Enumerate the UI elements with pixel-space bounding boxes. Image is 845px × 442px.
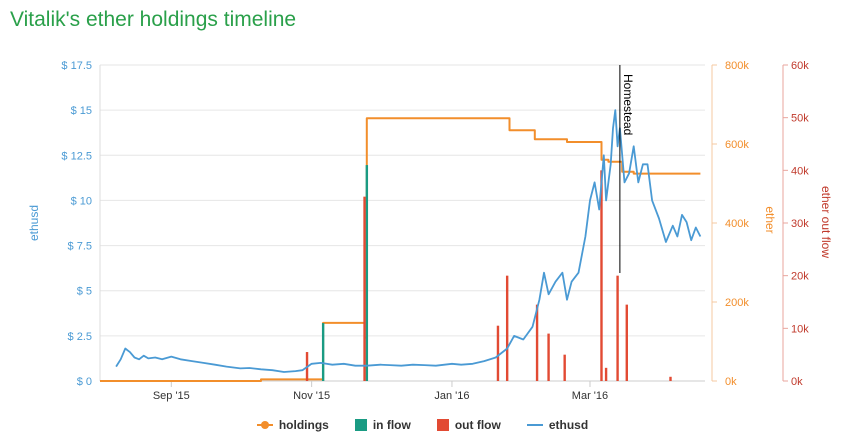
y-tick-label-ethusd: $ 0	[77, 376, 92, 388]
x-tick-label: Mar '16	[572, 390, 608, 402]
y-tick-label-ethusd: $ 12.5	[61, 150, 92, 162]
bar-out-flow	[600, 170, 603, 381]
legend-label-holdings: holdings	[278, 418, 329, 432]
y-tick-label-ether: 800k	[725, 60, 749, 72]
y-tick-label-ethusd: $ 10	[71, 195, 92, 207]
y-tick-label-ether: 0k	[725, 376, 737, 388]
bar-out-flow	[604, 367, 608, 381]
y-tick-label-ether: 200k	[725, 297, 749, 309]
legend-label-in-flow: in flow	[372, 418, 411, 432]
y-tick-label-ethusd: $ 7.5	[68, 241, 92, 253]
legend-label-ethusd: ethusd	[548, 418, 589, 432]
y-tick-label-flow: 60k	[791, 60, 809, 72]
y-tick-label-ethusd: $ 5	[77, 286, 92, 298]
x-tick-label: Nov '15	[293, 390, 330, 402]
y-tick-label-ethusd: $ 17.5	[61, 60, 92, 72]
bar-out-flow	[496, 325, 500, 381]
legend-swatch-ethusd	[526, 424, 543, 426]
y-tick-label-flow: 0k	[791, 376, 803, 388]
legend-item-in-flow[interactable]: in flow	[354, 418, 411, 432]
x-tick-label: Jan '16	[434, 390, 469, 402]
y-tick-label-ethusd: $ 2.5	[68, 331, 92, 343]
y-axis-title-ether: ether	[763, 206, 777, 233]
y-tick-label-flow: 20k	[791, 271, 809, 283]
legend-swatch-in-flow	[354, 419, 367, 431]
y-tick-label-flow: 10k	[791, 323, 809, 335]
bar-out-flow	[616, 275, 619, 381]
bar-in-flow	[365, 165, 369, 381]
bar-out-flow	[505, 275, 509, 381]
y-axis-title-ethusd: ethusd	[27, 205, 41, 241]
y-axis-title-flow: ether out flow	[819, 186, 833, 258]
bar-in-flow	[321, 323, 325, 381]
y-tick-label-ether: 600k	[725, 139, 749, 151]
series-line-ethusd	[115, 109, 702, 373]
annotation-label: Homestead	[621, 74, 635, 135]
chart-title: Vitalik's ether holdings timeline	[10, 8, 297, 31]
bar-out-flow	[535, 304, 539, 381]
x-tick-label: Sep '15	[153, 390, 190, 402]
legend-item-ethusd[interactable]: ethusd	[526, 418, 589, 432]
bar-out-flow	[625, 304, 628, 381]
y-tick-label-flow: 40k	[791, 165, 809, 177]
y-tick-label-flow: 30k	[791, 218, 809, 230]
legend-label-out-flow: out flow	[454, 418, 501, 432]
y-tick-label-flow: 50k	[791, 113, 809, 125]
bar-out-flow	[363, 196, 366, 381]
bar-out-flow	[669, 376, 672, 381]
bar-out-flow	[547, 333, 550, 381]
y-tick-label-ethusd: $ 15	[71, 105, 92, 117]
legend-swatch-out-flow	[436, 419, 449, 431]
legend-item-holdings[interactable]: holdings	[256, 418, 329, 432]
legend-item-out-flow[interactable]: out flow	[436, 418, 501, 432]
chart-legend: holdings in flow out flow ethusd	[0, 418, 845, 432]
y-tick-label-ether: 400k	[725, 218, 749, 230]
bar-out-flow	[563, 354, 566, 381]
legend-marker-dot	[260, 421, 269, 429]
legend-swatch-holdings	[256, 421, 273, 429]
